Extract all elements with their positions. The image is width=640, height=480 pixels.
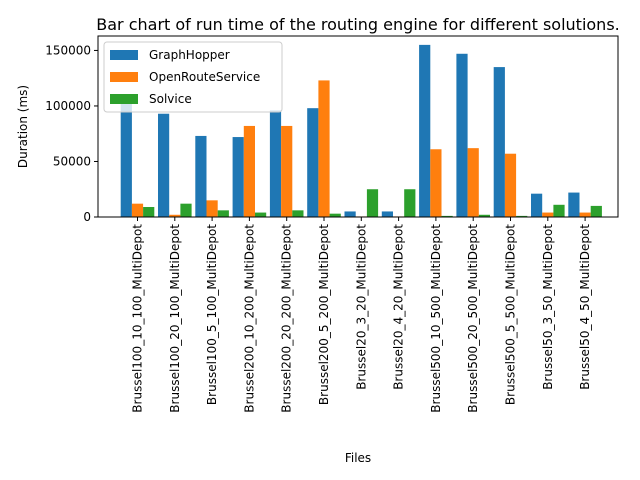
x-tick-label-8: Brussel500_10_500_MultiDepot bbox=[429, 224, 443, 413]
bar-openrouteservice-11 bbox=[542, 212, 554, 217]
bar-openrouteservice-0 bbox=[131, 203, 144, 217]
y-axis: 0 50000 100000 150000 bbox=[45, 43, 98, 224]
x-tick-label-10: Brussel500_5_500_MultiDepot bbox=[504, 224, 518, 405]
y-axis-label: Duration (ms) bbox=[16, 85, 30, 168]
bar-solvice-1 bbox=[180, 203, 192, 217]
bar-graphhopper-0 bbox=[120, 101, 132, 217]
bar-graphhopper-6 bbox=[344, 211, 356, 217]
bar-solvice-0 bbox=[143, 207, 155, 217]
bar-solvice-11 bbox=[553, 204, 565, 217]
legend-swatch-solvice bbox=[110, 94, 138, 104]
bar-solvice-8 bbox=[441, 215, 453, 217]
legend-swatch-graphhopper bbox=[110, 50, 138, 60]
bars-group bbox=[120, 44, 602, 217]
bar-solvice-3 bbox=[255, 212, 267, 217]
bar-openrouteservice-12 bbox=[579, 212, 591, 217]
x-tick-label-3: Brussel200_10_200_MultiDepot bbox=[242, 224, 256, 413]
bar-openrouteservice-5 bbox=[318, 80, 330, 217]
bar-graphhopper-4 bbox=[269, 110, 282, 217]
bar-graphhopper-11 bbox=[531, 193, 543, 217]
bar-openrouteservice-1 bbox=[169, 214, 181, 217]
bar-graphhopper-8 bbox=[419, 44, 431, 217]
bar-graphhopper-2 bbox=[195, 135, 207, 217]
bar-solvice-4 bbox=[292, 210, 304, 217]
bar-graphhopper-1 bbox=[158, 113, 170, 217]
x-tick-label-1: Brussel100_20_100_MultiDepot bbox=[168, 224, 182, 413]
bar-openrouteservice-10 bbox=[504, 153, 517, 217]
bar-solvice-12 bbox=[590, 205, 602, 217]
x-axis-label: Files bbox=[345, 451, 371, 465]
legend-label-openrouteservice: OpenRouteService bbox=[149, 70, 260, 84]
legend-label-graphhopper: GraphHopper bbox=[149, 48, 230, 62]
bar-graphhopper-9 bbox=[456, 53, 468, 217]
bar-solvice-9 bbox=[478, 214, 490, 217]
bar-solvice-2 bbox=[217, 210, 229, 217]
chart-title: Bar chart of run time of the routing eng… bbox=[96, 15, 619, 34]
legend-box bbox=[103, 41, 283, 113]
x-axis: Brussel100_10_100_MultiDepot Brussel100_2… bbox=[131, 217, 592, 413]
y-tick-label-3: 150000 bbox=[45, 43, 91, 57]
y-tick-label-0: 0 bbox=[83, 210, 91, 224]
bar-openrouteservice-8 bbox=[430, 149, 442, 217]
x-tick-label-7: Brussel20_4_20_MultiDepot bbox=[392, 224, 406, 390]
bar-solvice-7 bbox=[404, 189, 416, 217]
bar-solvice-5 bbox=[329, 213, 341, 217]
bar-openrouteservice-4 bbox=[281, 125, 293, 217]
x-tick-label-4: Brussel200_20_200_MultiDepot bbox=[280, 224, 294, 413]
x-tick-label-5: Brussel200_5_200_MultiDepot bbox=[317, 224, 331, 405]
bar-openrouteservice-9 bbox=[467, 148, 479, 217]
legend-swatch-openrouteservice bbox=[110, 72, 138, 82]
bar-openrouteservice-2 bbox=[206, 200, 218, 217]
bar-graphhopper-10 bbox=[493, 67, 505, 217]
legend: GraphHopper OpenRouteService Solvice bbox=[103, 41, 283, 113]
legend-label-solvice: Solvice bbox=[149, 92, 192, 106]
x-tick-label-9: Brussel500_20_500_MultiDepot bbox=[466, 224, 480, 413]
x-tick-label-6: Brussel20_3_20_MultiDepot bbox=[354, 224, 368, 390]
y-tick-label-1: 50000 bbox=[53, 154, 91, 168]
bar-graphhopper-12 bbox=[568, 192, 580, 217]
bar-openrouteservice-3 bbox=[243, 125, 255, 217]
x-tick-label-11: Brussel50_3_50_MultiDepot bbox=[541, 224, 555, 390]
x-tick-label-0: Brussel100_10_100_MultiDepot bbox=[131, 224, 145, 413]
bar-graphhopper-5 bbox=[307, 108, 319, 217]
bar-solvice-10 bbox=[516, 215, 528, 217]
x-tick-label-12: Brussel50_4_50_MultiDepot bbox=[578, 224, 592, 390]
bar-graphhopper-3 bbox=[232, 137, 244, 217]
bar-graphhopper-7 bbox=[381, 211, 393, 217]
bar-solvice-6 bbox=[366, 189, 379, 217]
plot-frame bbox=[97, 35, 619, 218]
x-tick-label-2: Brussel100_5_100_MultiDepot bbox=[205, 224, 219, 405]
y-tick-label-2: 100000 bbox=[45, 99, 91, 113]
